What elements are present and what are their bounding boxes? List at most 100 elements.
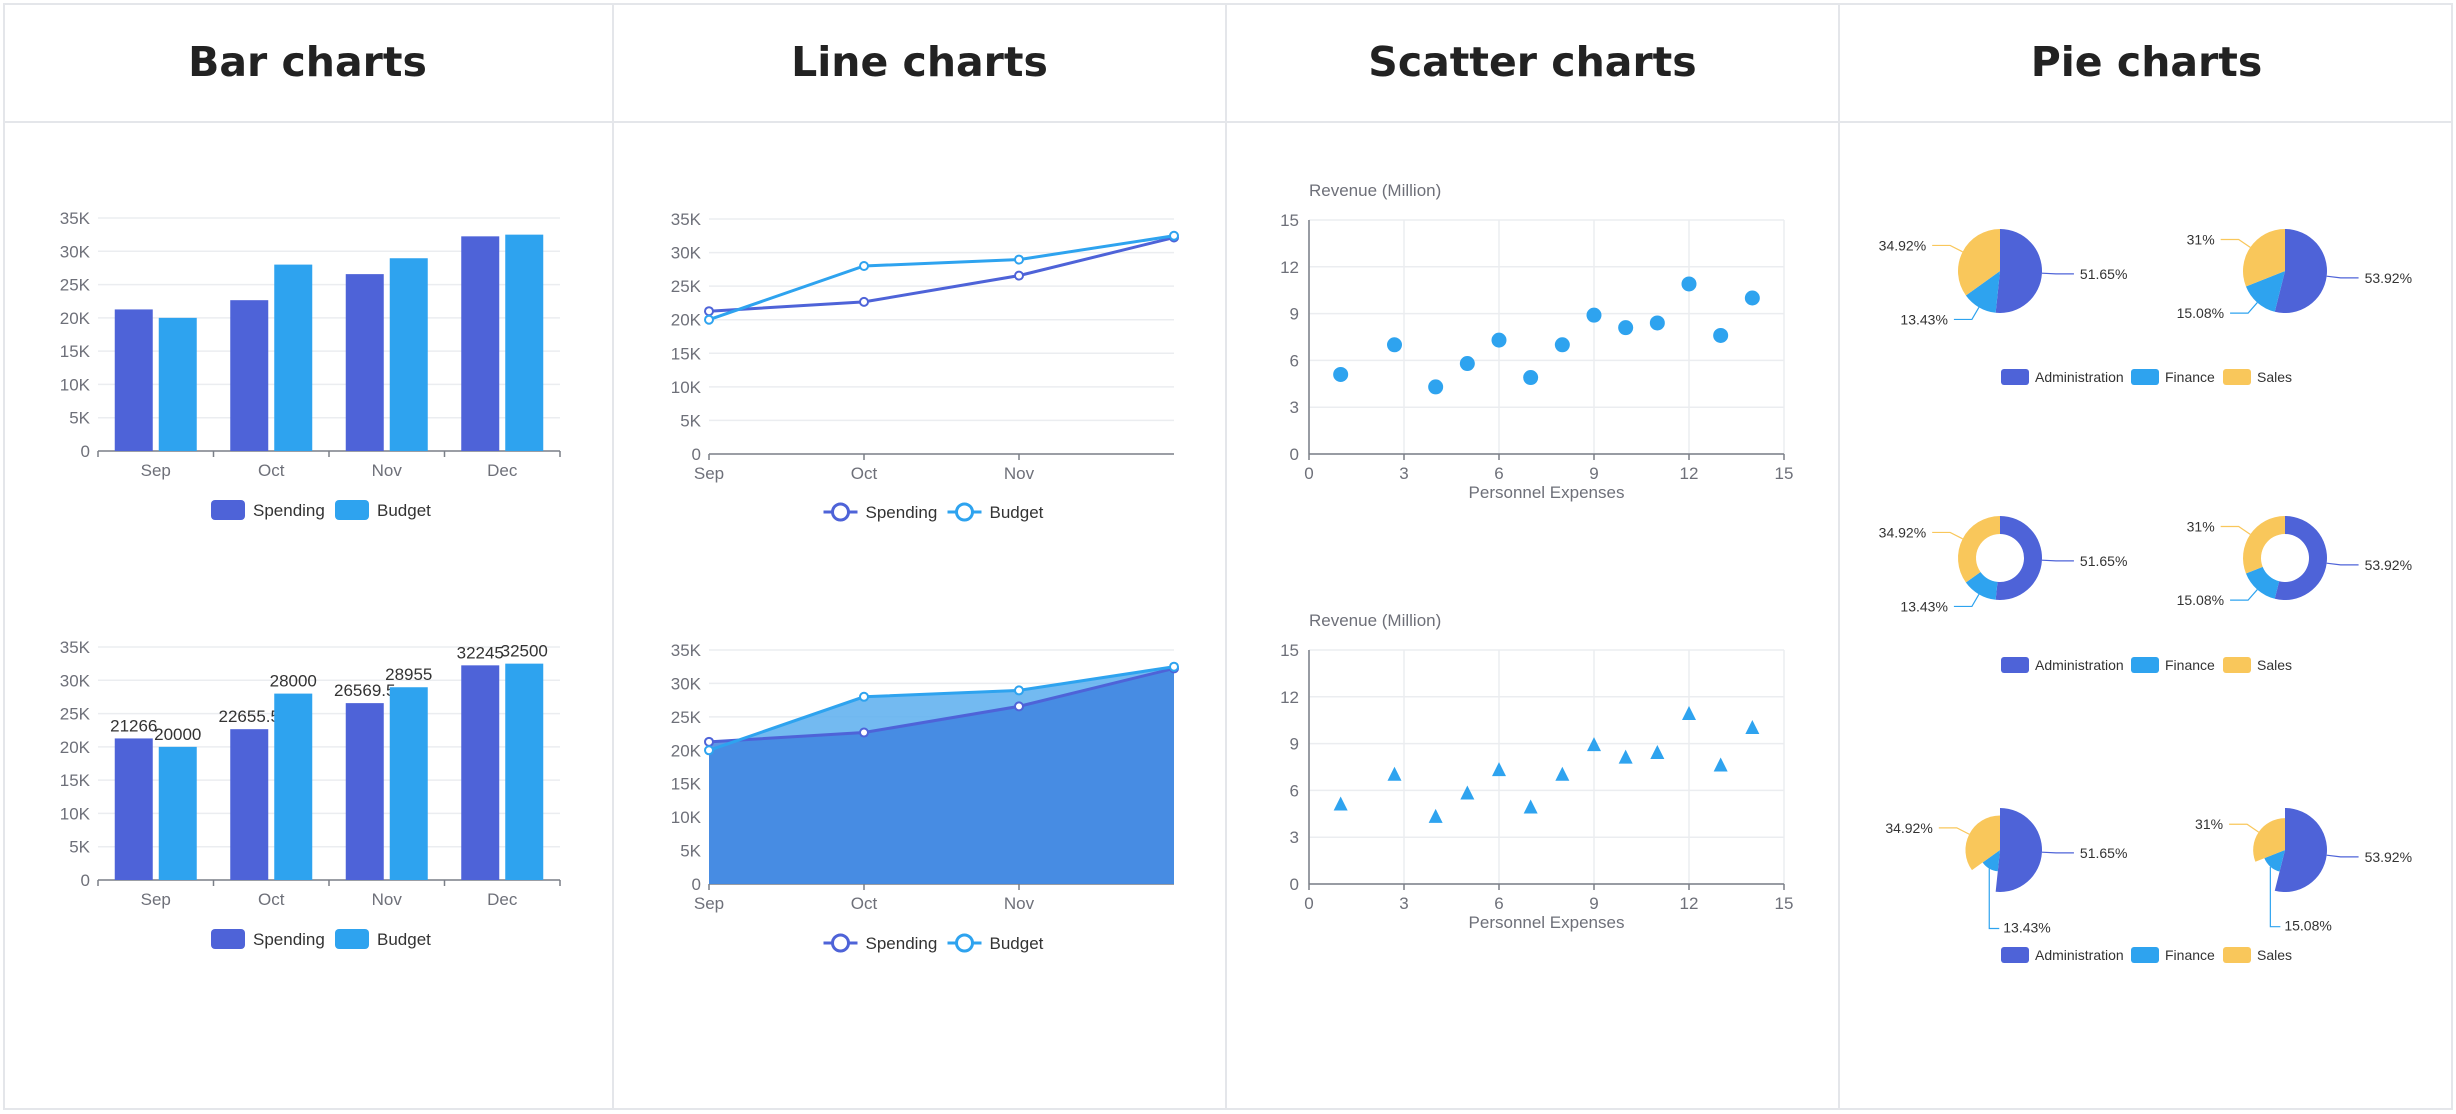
x-tick-label: Nov	[1004, 894, 1035, 913]
scatter-point	[1682, 705, 1696, 720]
bar-budget-dec	[505, 234, 544, 451]
x-axis-title: Personnel Expenses	[1469, 483, 1625, 502]
pie-slice-finance	[1965, 572, 1998, 600]
bar-budget-oct	[274, 693, 313, 880]
header-bar-charts: Bar charts	[188, 38, 427, 86]
pie-leader-line	[2220, 525, 2251, 535]
pie-legend-label-finance: Finance	[2165, 947, 2215, 963]
line-budget	[708, 665, 1175, 752]
scatter-point	[1744, 290, 1760, 306]
scatter-point	[1523, 799, 1538, 814]
x-tick-label: 12	[1680, 894, 1699, 913]
y-tick-label: 20K	[671, 311, 702, 330]
pie-legend-label-finance: Finance	[2165, 369, 2215, 385]
scatter-point	[1587, 737, 1601, 752]
scatter-point	[1460, 785, 1475, 800]
bar-data-label: 32245	[457, 643, 504, 662]
pie-legend-swatch-administration	[2001, 657, 2029, 673]
scatter-point	[1523, 370, 1539, 386]
bar-data-label: 20000	[154, 725, 201, 744]
pie-legend-label-administration: Administration	[2035, 947, 2124, 963]
header-line-charts: Line charts	[791, 38, 1048, 86]
x-tick-label: Oct	[851, 894, 878, 913]
pie-label-administration: 51.65%	[2080, 845, 2127, 861]
y-tick-label: 20K	[60, 309, 91, 328]
bar-spending-dec	[461, 665, 500, 880]
scatter-point	[1618, 320, 1634, 336]
pie-leader-line	[2220, 238, 2251, 248]
pie-legend-swatch-sales	[2223, 369, 2251, 385]
y-tick-label: 0	[692, 875, 701, 894]
bar-spending-dec	[461, 236, 500, 451]
point-budget	[1014, 685, 1024, 696]
y-tick-label: 25K	[671, 708, 702, 727]
legend-swatch-budget	[335, 500, 369, 520]
line-spending	[708, 666, 1175, 744]
legend-marker-spending	[831, 502, 850, 522]
y-tick-label: 0	[1290, 875, 1299, 894]
pie-label-sales: 31%	[2187, 519, 2215, 535]
y-tick-label: 35K	[60, 209, 91, 228]
x-tick-label: Nov	[372, 461, 403, 480]
pie-legend-label-sales: Sales	[2257, 657, 2292, 673]
pie-slice-sales	[1958, 229, 2000, 296]
pie-leader-line	[2269, 866, 2281, 928]
legend-marker-budget	[955, 933, 974, 953]
x-tick-label: Sep	[694, 464, 724, 483]
x-tick-label: 12	[1680, 464, 1699, 483]
bar-budget-oct	[274, 264, 313, 451]
y-axis-title: Revenue (Million)	[1309, 611, 1441, 630]
scatter-point	[1459, 356, 1475, 372]
y-tick-label: 3	[1290, 828, 1299, 847]
y-tick-label: 35K	[671, 641, 702, 660]
bar-data-label: 26569.5	[334, 681, 395, 700]
x-tick-label: Oct	[258, 461, 285, 480]
bar-budget-nov	[389, 258, 428, 451]
x-tick-label: Nov	[1004, 464, 1035, 483]
y-tick-label: 30K	[60, 242, 91, 261]
legend-label-budget: Budget	[990, 934, 1044, 953]
scatter-point	[1554, 337, 1570, 353]
y-tick-label: 10K	[60, 375, 91, 394]
y-tick-label: 20K	[60, 738, 91, 757]
legend-swatch-spending	[211, 500, 245, 520]
pie-leader-line	[2326, 562, 2359, 566]
y-tick-label: 25K	[60, 705, 91, 724]
y-tick-label: 5K	[680, 842, 701, 861]
scatter-point	[1713, 757, 1728, 772]
bar-data-label: 28955	[385, 665, 432, 684]
y-tick-label: 15K	[60, 771, 91, 790]
x-tick-label: Oct	[258, 890, 285, 909]
point-spending	[1014, 701, 1024, 712]
bar-spending-nov	[345, 703, 384, 880]
x-tick-label: 15	[1775, 464, 1794, 483]
x-tick-label: 0	[1304, 894, 1313, 913]
scatter-point	[1681, 276, 1697, 292]
point-spending	[704, 306, 714, 317]
y-tick-label: 10K	[60, 804, 91, 823]
pie-slice-administration	[2274, 808, 2327, 893]
pie-label-finance: 13.43%	[1900, 311, 1947, 327]
header-pie-charts: Pie charts	[2030, 38, 2263, 86]
pie-leader-line	[1953, 307, 1980, 321]
point-budget	[1014, 254, 1024, 265]
pie-slice-administration	[1995, 229, 2042, 313]
y-tick-label: 30K	[671, 244, 702, 263]
area-fill-spending	[709, 668, 1174, 884]
y-tick-label: 9	[1290, 735, 1299, 754]
legend-label-budget: Budget	[377, 501, 431, 520]
scatter-point	[1492, 762, 1506, 777]
pie-legend-swatch-sales	[2223, 657, 2251, 673]
scatter-point	[1586, 307, 1602, 323]
pie-slice-administration	[1995, 808, 2043, 893]
pie-label-finance: 15.08%	[2284, 918, 2331, 934]
y-tick-label: 35K	[60, 638, 91, 657]
point-spending	[1014, 270, 1024, 281]
scatter-point	[1491, 332, 1507, 348]
point-budget	[704, 314, 714, 325]
scatter-point	[1387, 337, 1402, 353]
pie-legend-swatch-finance	[2131, 657, 2159, 673]
pie-legend-label-administration: Administration	[2035, 369, 2124, 385]
point-budget	[1169, 661, 1179, 672]
legend-label-spending: Spending	[866, 503, 938, 522]
